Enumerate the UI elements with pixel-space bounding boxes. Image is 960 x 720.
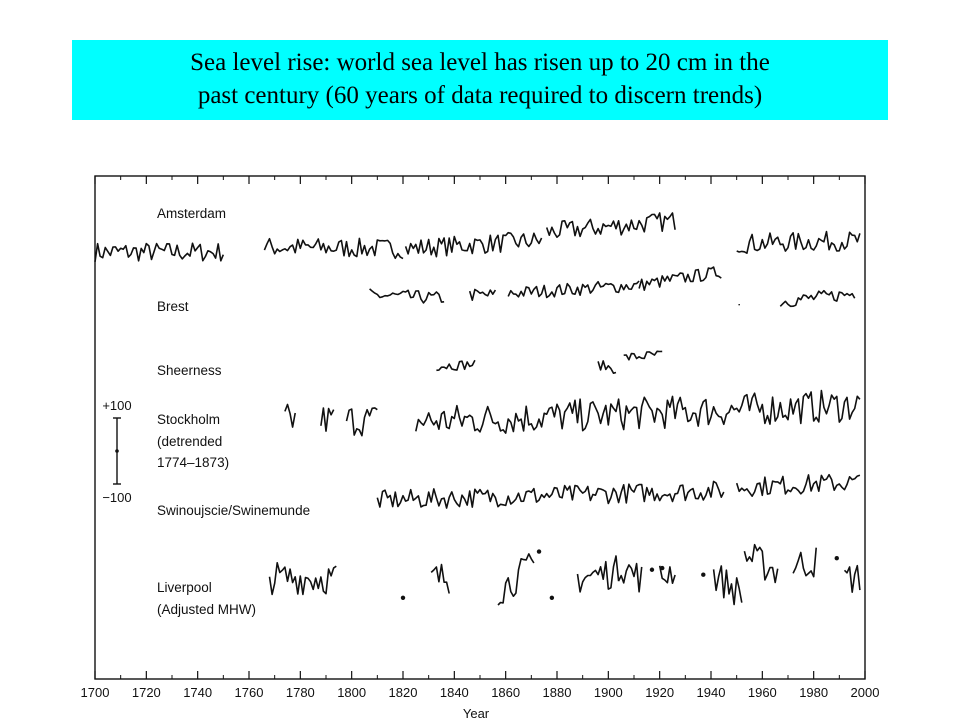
x-tick-label: 1720 (132, 685, 161, 700)
x-axis-tick-labels: 1700 1720 1740 1760 1780 1800 1820 1840 1860 1880… (81, 685, 880, 700)
series-segment (658, 565, 676, 585)
station-label: (detrended (157, 434, 222, 449)
series-segment (468, 288, 497, 302)
x-tick-label: 1740 (183, 685, 212, 700)
series-lines (94, 212, 861, 606)
x-tick-label: 1960 (748, 685, 777, 700)
station-labels: Amsterdam Brest Sheerness Stockholm (detrend… (157, 206, 310, 617)
series-swinoujscie-swinemunde (376, 473, 861, 509)
series-brest (369, 266, 856, 308)
series-point (549, 595, 555, 600)
series-segment (320, 407, 335, 432)
series-segment (843, 564, 861, 594)
station-label: 1774–1873) (157, 455, 229, 470)
series-segment (597, 360, 617, 375)
series-segment (376, 480, 725, 509)
series-segment (792, 547, 817, 578)
series-segment (263, 237, 404, 260)
series-point (400, 595, 406, 600)
series-segment (743, 543, 779, 584)
series-segment (623, 350, 663, 361)
station-label: Amsterdam (157, 206, 226, 221)
series-segment (404, 231, 543, 258)
x-tick-label: 2000 (851, 685, 880, 700)
station-label: Swinoujscie/Swinemunde (157, 503, 310, 518)
x-tick-label: 1900 (594, 685, 623, 700)
scale-bar-bottom-label: −100 (102, 490, 131, 505)
x-tick-label: 1700 (81, 685, 110, 700)
scale-bar-midpoint (115, 449, 119, 453)
x-axis-ticks (94, 176, 866, 679)
x-tick-label: 1780 (286, 685, 315, 700)
series-point (649, 567, 655, 572)
series-segment (268, 561, 337, 596)
station-label: Brest (157, 299, 189, 314)
x-tick-label: 1880 (543, 685, 572, 700)
series-segment (779, 289, 856, 308)
series-segment (735, 473, 861, 498)
series-segment (545, 212, 676, 238)
x-tick-label: 1820 (389, 685, 418, 700)
series-segment (436, 359, 476, 372)
station-label: Stockholm (157, 412, 220, 427)
series-segment (617, 562, 643, 593)
series-segment (736, 230, 861, 254)
x-tick-label: 1840 (440, 685, 469, 700)
series-segment (576, 555, 620, 593)
x-tick-label: 1760 (235, 685, 264, 700)
x-tick-label: 1920 (645, 685, 674, 700)
x-tick-label: 1980 (799, 685, 828, 700)
station-label: (Adjusted MHW) (157, 602, 256, 617)
series-segment (345, 407, 378, 437)
series-stockholm (284, 389, 861, 437)
series-segment (712, 565, 743, 606)
x-tick-label: 1860 (491, 685, 520, 700)
series-segment (415, 389, 861, 434)
x-axis-label: Year (463, 706, 490, 720)
station-label: Sheerness (157, 363, 222, 378)
series-point (660, 565, 665, 571)
title-line-1: Sea level rise: world sea level has rise… (190, 49, 770, 76)
x-tick-label: 1940 (697, 685, 726, 700)
series-segment (638, 266, 722, 292)
series-point (536, 549, 542, 554)
series-liverpool (268, 543, 861, 606)
station-label: Liverpool (157, 580, 212, 595)
series-segment (284, 403, 296, 428)
scale-bar-top-label: +100 (102, 398, 131, 413)
series-point (701, 572, 706, 577)
series-segment (94, 242, 225, 263)
scale-bar: +100 −100 (102, 398, 131, 505)
title-line-2: past century (60 years of data required … (197, 82, 763, 109)
series-segment (430, 563, 450, 594)
series-segment (369, 288, 445, 304)
series-point (834, 556, 839, 561)
x-tick-label: 1800 (337, 685, 366, 700)
series-segment (507, 280, 640, 299)
series-segment (497, 553, 535, 606)
series-sheerness (436, 350, 663, 375)
series-amsterdam (94, 212, 861, 263)
title-banner: Sea level rise: world sea level has rise… (72, 40, 888, 120)
